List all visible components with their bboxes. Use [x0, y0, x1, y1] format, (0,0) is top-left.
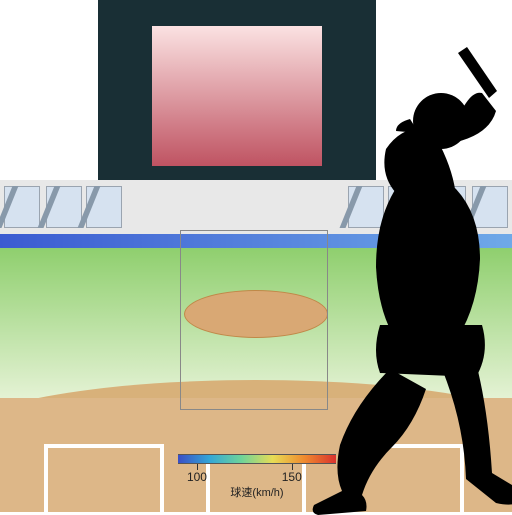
legend-tick-label: 100: [187, 470, 207, 484]
legend-tick-label: 150: [282, 470, 302, 484]
batter-silhouette: [310, 45, 512, 515]
strike-zone: [180, 230, 328, 410]
stage: 100 150 球速(km/h): [0, 0, 512, 512]
scoreboard-screen: [152, 26, 322, 166]
legend-title: 球速(km/h): [230, 484, 283, 500]
batter-box-left: [44, 444, 164, 514]
